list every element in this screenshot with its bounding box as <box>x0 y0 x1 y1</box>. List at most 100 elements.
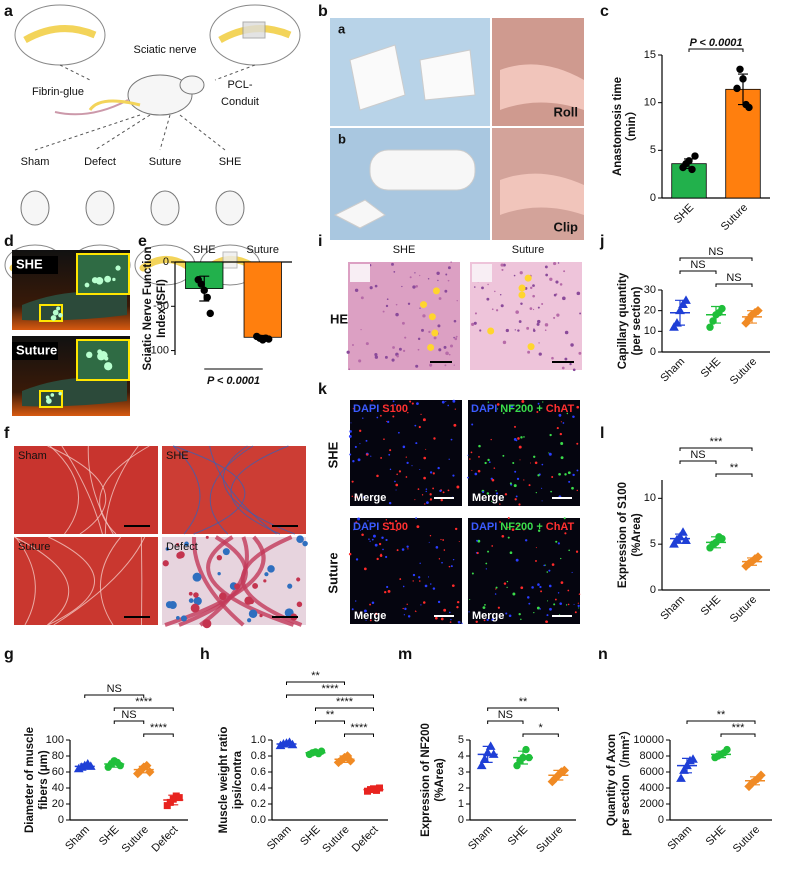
label: **** <box>321 683 339 695</box>
texture <box>433 336 437 340</box>
texture <box>495 492 499 495</box>
texture <box>112 277 116 282</box>
texture <box>578 351 582 355</box>
label: Merge <box>354 610 386 622</box>
label: 80 <box>52 750 64 762</box>
texture <box>515 310 519 314</box>
texture <box>573 603 575 605</box>
data-point <box>85 761 96 770</box>
label: Sham <box>658 594 687 623</box>
texture <box>370 455 372 457</box>
texture <box>515 495 518 498</box>
guide <box>34 114 141 151</box>
texture <box>360 296 364 300</box>
texture <box>352 408 354 410</box>
data-point <box>709 317 717 325</box>
label: a <box>338 21 346 36</box>
texture <box>568 549 570 552</box>
texture <box>559 602 563 605</box>
data-point <box>206 309 214 318</box>
texture <box>440 538 442 541</box>
texture <box>412 573 416 577</box>
inset <box>350 264 370 282</box>
texture <box>168 601 177 609</box>
texture <box>348 434 352 438</box>
texture <box>420 604 422 606</box>
image-region <box>162 446 306 534</box>
texture <box>394 520 398 523</box>
texture <box>230 445 289 535</box>
texture <box>481 286 484 290</box>
texture <box>346 350 350 354</box>
texture <box>557 542 560 545</box>
texture <box>576 469 579 472</box>
texture <box>513 438 517 441</box>
texture <box>544 265 548 269</box>
stain: DAPI <box>353 521 379 533</box>
image-region <box>77 340 129 380</box>
texture <box>374 284 378 288</box>
data-point <box>753 305 763 316</box>
texture <box>557 592 560 594</box>
texture <box>385 538 388 542</box>
texture <box>421 328 424 332</box>
texture <box>395 529 398 532</box>
texture <box>386 298 389 301</box>
label: Defect <box>166 541 198 553</box>
conduit <box>242 21 266 39</box>
texture <box>541 487 543 489</box>
texture <box>437 279 439 282</box>
texture <box>415 284 418 288</box>
texture <box>392 346 395 349</box>
texture <box>557 262 560 264</box>
data-point <box>739 75 747 83</box>
texture <box>532 308 535 311</box>
texture <box>502 263 506 267</box>
data-point <box>669 322 679 331</box>
data-point <box>678 527 688 536</box>
texture <box>578 607 580 609</box>
texture <box>441 400 445 404</box>
texture <box>452 399 456 403</box>
label: NS <box>726 272 741 284</box>
texture <box>475 620 478 624</box>
texture <box>385 555 388 559</box>
texture <box>248 609 258 619</box>
texture <box>494 290 496 293</box>
texture <box>180 615 187 622</box>
texture <box>495 586 498 589</box>
texture <box>563 270 566 273</box>
texture <box>402 445 406 449</box>
texture <box>453 364 455 366</box>
label: Sham <box>665 824 694 853</box>
texture <box>354 288 359 293</box>
guide <box>179 114 226 151</box>
texture <box>432 587 436 590</box>
texture <box>411 402 414 405</box>
label: SHE <box>672 202 696 226</box>
stain: + <box>536 521 542 533</box>
texture <box>491 308 494 311</box>
texture <box>363 496 366 499</box>
texture <box>406 461 409 465</box>
texture <box>388 453 391 456</box>
sig-bracket <box>715 473 753 477</box>
nerve <box>139 256 191 272</box>
texture <box>360 329 362 331</box>
data-point <box>723 745 731 754</box>
label: P < 0.0001 <box>689 37 742 49</box>
data-point <box>672 318 682 327</box>
data-point <box>525 753 533 762</box>
texture <box>393 270 396 273</box>
label: Sham <box>63 824 92 853</box>
label: g <box>4 646 14 663</box>
texture <box>521 400 525 403</box>
label: SHE <box>704 824 728 848</box>
label: NS <box>121 709 136 721</box>
texture <box>470 451 473 454</box>
texture <box>415 364 419 368</box>
texture <box>537 402 540 405</box>
texture <box>424 503 426 505</box>
texture <box>440 498 443 502</box>
texture <box>395 303 398 306</box>
